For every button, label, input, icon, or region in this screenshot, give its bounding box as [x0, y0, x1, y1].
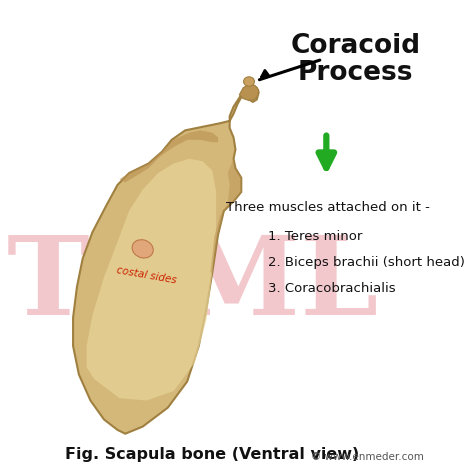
Text: 3. Coracobrachialis: 3. Coracobrachialis	[268, 282, 396, 295]
Polygon shape	[210, 159, 241, 273]
Polygon shape	[87, 159, 216, 401]
Text: Three muscles attached on it -: Three muscles attached on it -	[227, 201, 430, 214]
Text: costal sides: costal sides	[116, 264, 177, 285]
Polygon shape	[119, 130, 218, 182]
Text: Fig. Scapula bone (Ventral view): Fig. Scapula bone (Ventral view)	[65, 447, 360, 462]
Text: Coracoid
Process: Coracoid Process	[290, 33, 420, 86]
Text: TCML: TCML	[7, 231, 379, 338]
Ellipse shape	[244, 77, 255, 86]
Text: 2. Biceps brachii (short head): 2. Biceps brachii (short head)	[268, 256, 465, 269]
Polygon shape	[73, 85, 259, 434]
Polygon shape	[239, 84, 259, 100]
Ellipse shape	[132, 240, 153, 258]
Text: © www.enmeder.com: © www.enmeder.com	[310, 452, 423, 462]
Text: 1. Teres minor: 1. Teres minor	[268, 230, 363, 243]
